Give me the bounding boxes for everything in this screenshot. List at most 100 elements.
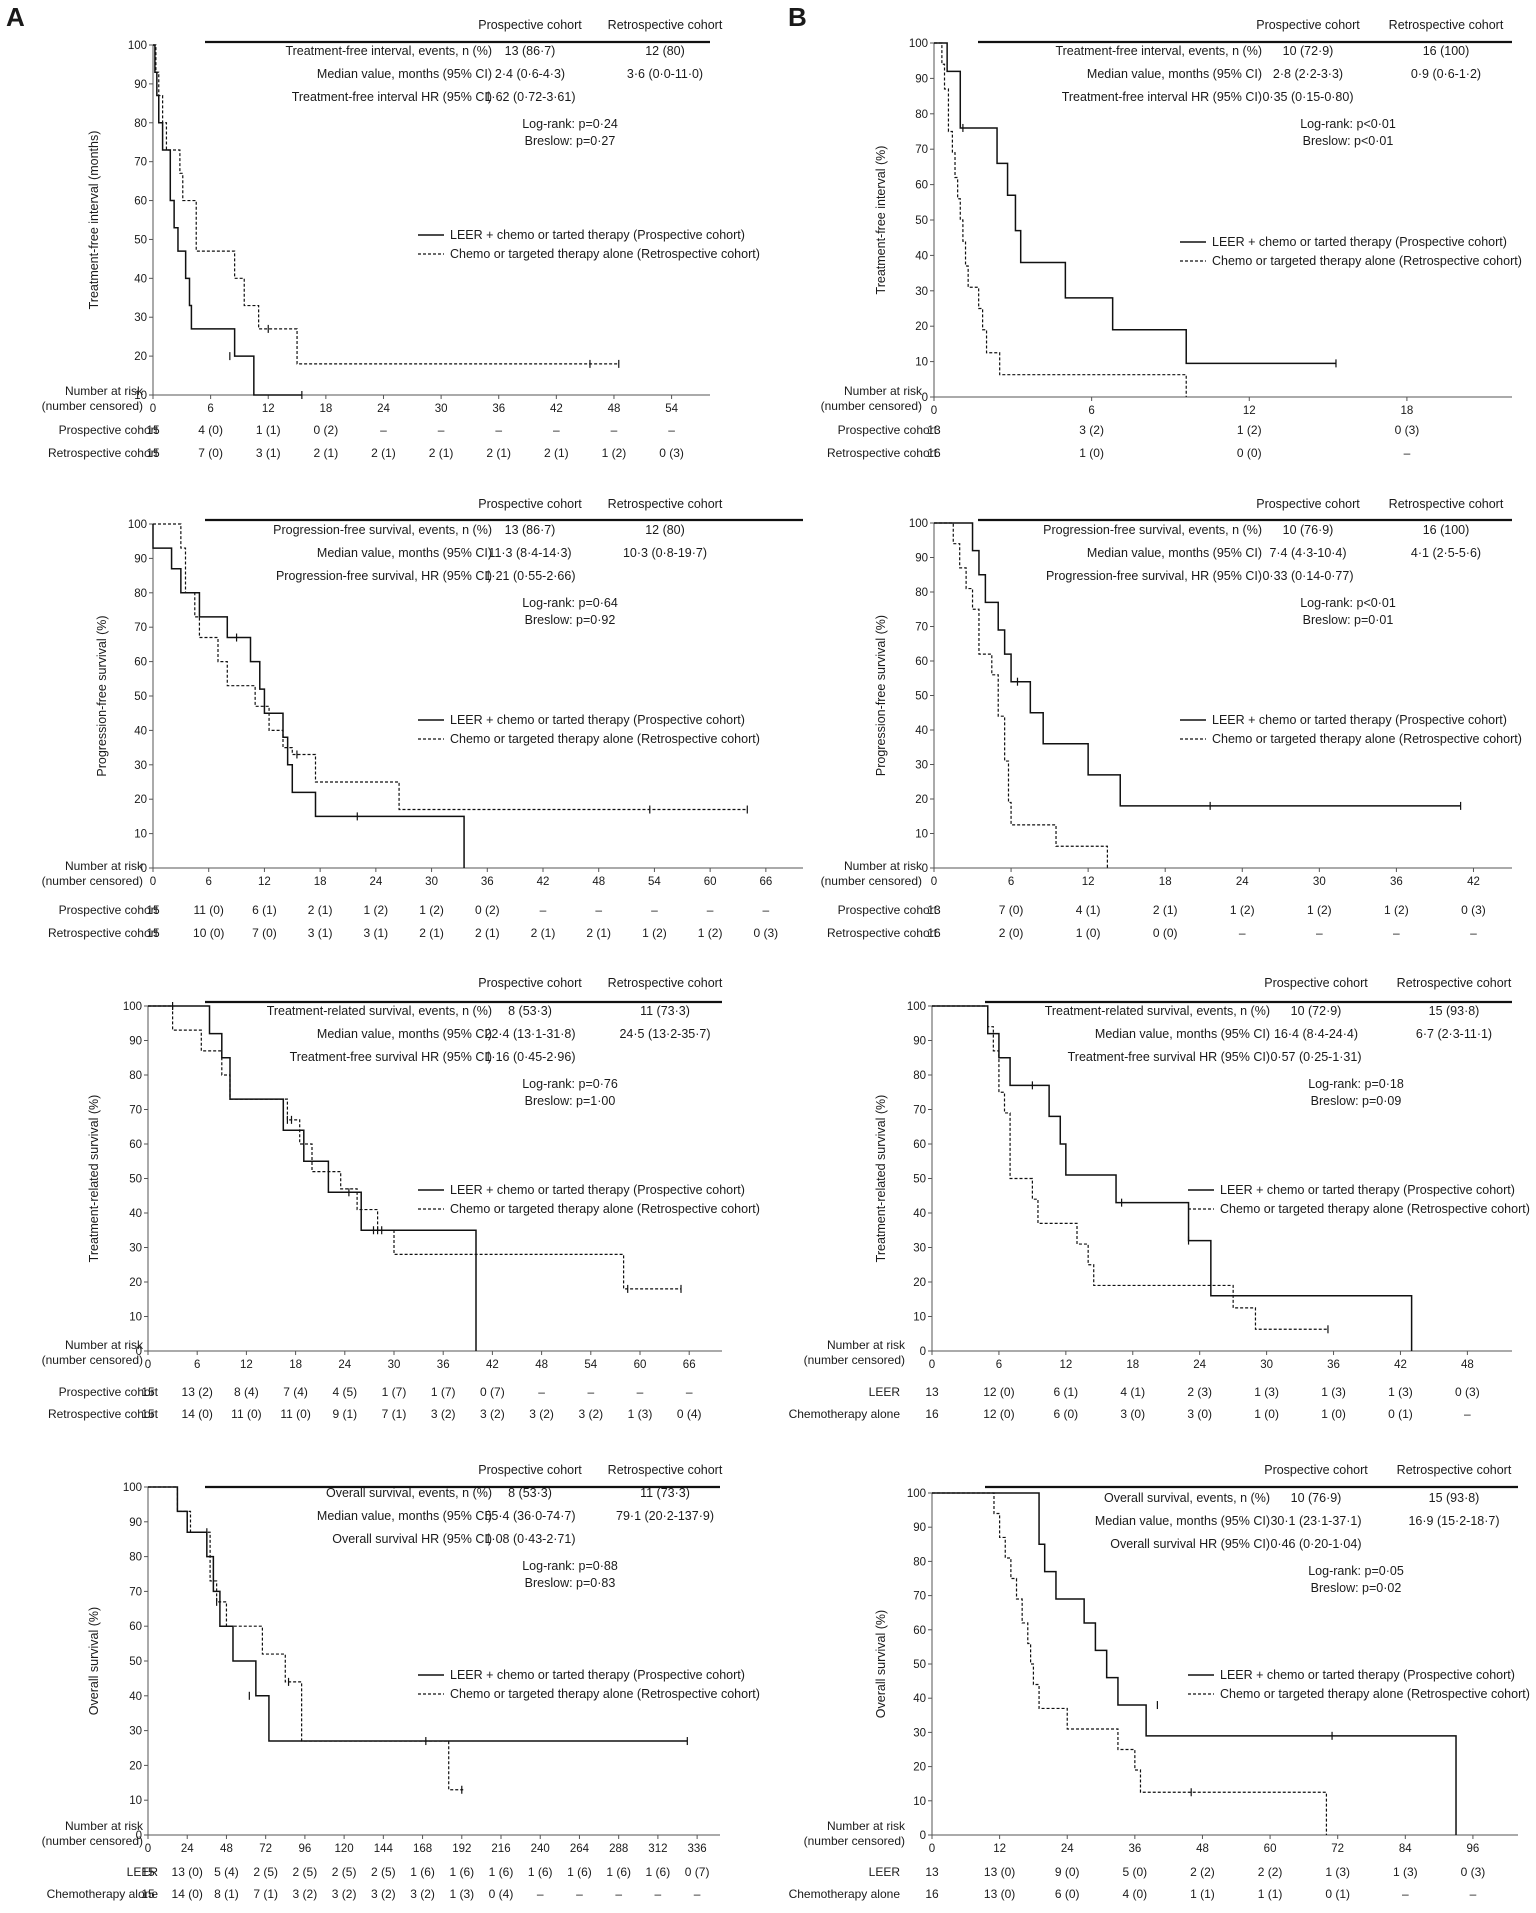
- risk-value: 6 (1): [1054, 1385, 1079, 1399]
- stat-retrospective: 6·7 (2·3-11·1): [1416, 1027, 1492, 1041]
- risk-value: 12 (0): [983, 1407, 1014, 1421]
- stat-prospective: 10 (76·9): [1283, 523, 1334, 537]
- risk-value: 8 (1): [214, 1887, 239, 1901]
- risk-value: 2 (5): [371, 1865, 396, 1879]
- risk-value: –: [637, 1385, 644, 1399]
- risk-value: 2 (1): [475, 926, 500, 940]
- header-prospective: Prospective cohort: [478, 18, 582, 32]
- y-tick-label: 70: [134, 622, 147, 634]
- x-tick-label: 42: [537, 876, 550, 888]
- y-axis-label: Treatment-related survival (%): [87, 1095, 101, 1263]
- x-tick-label: 12: [1082, 876, 1095, 888]
- chart-b4: 0 10 20 30 40 50 60 70 80 90 100 0 12 24 36 48 60 72 84 96 O…: [789, 1463, 1530, 1901]
- risk-value: 3 (0): [1187, 1407, 1212, 1421]
- risk-value: 1 (7): [382, 1385, 407, 1399]
- risk-value: 4 (0): [1123, 1887, 1148, 1901]
- risk-subtitle: (number censored): [821, 874, 922, 888]
- chart-a3: 0 10 20 30 40 50 60 70 80 90 100 0 6 12 18 24 30 36 42 48 54…: [42, 976, 760, 1421]
- y-tick-label: 90: [915, 553, 928, 565]
- risk-value: 1 (3): [1325, 1865, 1350, 1879]
- risk-value: 3 (2): [332, 1887, 357, 1901]
- x-tick-label: 60: [704, 876, 717, 888]
- risk-value: 1 (2): [1230, 903, 1255, 917]
- y-tick-label: 60: [913, 1625, 926, 1637]
- y-axis-label: Overall survival (%): [87, 1607, 101, 1715]
- risk-value: 2 (5): [332, 1865, 357, 1879]
- risk-value: 2 (5): [253, 1865, 278, 1879]
- x-tick-label: 48: [1196, 1843, 1209, 1855]
- stat-prospective: 1·21 (0·55-2·66): [484, 569, 575, 583]
- legend-solid-label: LEER + chemo or tarted therapy (Prospect…: [1212, 713, 1507, 727]
- risk-value: 1 (3): [1388, 1385, 1413, 1399]
- x-tick-label: 48: [220, 1843, 233, 1855]
- y-tick-label: 50: [913, 1659, 926, 1671]
- x-tick-label: 24: [377, 403, 390, 415]
- risk-value: 1 (1): [1258, 1887, 1283, 1901]
- risk-value: –: [1464, 1407, 1471, 1421]
- risk-value: 10 (0): [193, 926, 224, 940]
- series-retrospective-line: [153, 44, 619, 365]
- y-tick-label: 100: [909, 518, 928, 530]
- risk-initial-n: 15: [141, 1385, 155, 1399]
- legend-solid-label: LEER + chemo or tarted therapy (Prospect…: [1220, 1183, 1515, 1197]
- stat-label: Progression-free survival, HR (95% CI): [276, 569, 492, 583]
- series-prospective-line: [148, 1486, 688, 1742]
- header-prospective: Prospective cohort: [478, 976, 582, 990]
- risk-initial-n: 16: [925, 1407, 939, 1421]
- x-tick-label: 6: [1088, 405, 1094, 417]
- stat-prospective: 0·35 (0·15-0·80): [1262, 90, 1353, 104]
- stat-label: Median value, months (95% CI): [317, 1027, 492, 1041]
- risk-value: 1 (2): [1384, 903, 1409, 917]
- x-tick-label: 18: [1401, 405, 1414, 417]
- risk-value: 4 (0): [198, 423, 223, 437]
- x-tick-label: 42: [486, 1359, 499, 1371]
- x-tick-label: 30: [425, 876, 438, 888]
- legend-dashed-label: Chemo or targeted therapy alone (Retrosp…: [450, 247, 760, 261]
- risk-value: –: [538, 1385, 545, 1399]
- risk-initial-n: 13: [925, 1385, 939, 1399]
- risk-value: 1 (3): [1254, 1385, 1279, 1399]
- x-tick-label: 336: [688, 1843, 707, 1855]
- risk-value: 2 (1): [308, 903, 333, 917]
- logrank-test: Log-rank: p=0·88: [522, 1559, 618, 1573]
- stat-retrospective: 3·6 (0·0-11·0): [627, 67, 703, 81]
- x-tick-label: 96: [298, 1843, 311, 1855]
- y-tick-label: 50: [915, 215, 928, 227]
- risk-title: Number at risk: [844, 859, 923, 873]
- y-tick-label: 20: [134, 794, 147, 806]
- risk-value: 13 (0): [984, 1865, 1015, 1879]
- risk-value: 3 (1): [308, 926, 333, 940]
- risk-row-label: Retrospective cohort: [48, 446, 159, 460]
- header-prospective: Prospective cohort: [478, 497, 582, 511]
- stat-retrospective: 79·1 (20·2-137·9): [616, 1509, 714, 1523]
- y-tick-label: 90: [913, 1522, 926, 1534]
- stat-label: Treatment-related survival, events, n (%…: [267, 1004, 492, 1018]
- x-tick-label: 0: [150, 403, 156, 415]
- x-tick-label: 42: [1394, 1359, 1407, 1371]
- x-tick-label: 12: [1243, 405, 1256, 417]
- series-prospective-line: [152, 524, 465, 868]
- stat-retrospective: 12 (80): [645, 44, 685, 58]
- x-tick-label: 12: [240, 1359, 253, 1371]
- y-axis-label: Treatment-related survival (%): [874, 1095, 888, 1263]
- x-tick-label: 18: [314, 876, 327, 888]
- y-tick-label: 80: [915, 109, 928, 121]
- risk-row-label: Prospective cohort: [59, 903, 159, 917]
- risk-value: 0 (3): [1395, 423, 1420, 437]
- x-tick-label: 0: [931, 876, 937, 888]
- series-retrospective-line: [934, 42, 1187, 397]
- risk-value: 8 (4): [234, 1385, 259, 1399]
- risk-value: 1 (0): [1254, 1407, 1279, 1421]
- risk-value: 2 (1): [531, 926, 556, 940]
- y-tick-label: 30: [915, 760, 928, 772]
- stat-retrospective: 15 (93·8): [1429, 1004, 1480, 1018]
- y-tick-label: 70: [134, 157, 147, 169]
- x-tick-label: 6: [206, 876, 212, 888]
- legend-dashed-label: Chemo or targeted therapy alone (Retrosp…: [1212, 254, 1522, 268]
- risk-title: Number at risk: [65, 859, 144, 873]
- risk-value: –: [587, 1385, 594, 1399]
- risk-initial-n: 15: [141, 1407, 155, 1421]
- stat-label: Treatment-free survival HR (95% CI): [1068, 1050, 1270, 1064]
- risk-value: 0 (0): [1237, 446, 1262, 460]
